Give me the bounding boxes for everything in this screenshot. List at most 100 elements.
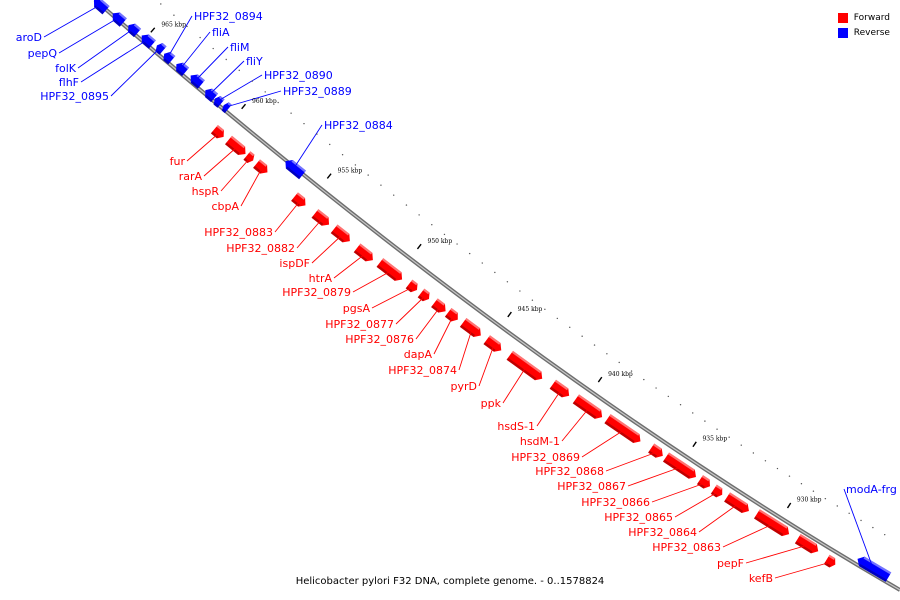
gene-label-hsdM-1[interactable]: hsdM-1 (520, 435, 560, 448)
gene-block-HPF32_0869[interactable] (604, 414, 643, 446)
gene-leader-HPF32_0895 (110, 47, 161, 97)
gene-label-HPF32_0884[interactable]: HPF32_0884 (324, 119, 393, 132)
gene-label-kefB[interactable]: kefB (749, 572, 773, 585)
gene-label-HPF32_0869[interactable]: HPF32_0869 (511, 451, 580, 464)
gene-label-ppk[interactable]: ppk (481, 397, 502, 410)
minor-tick (405, 204, 408, 206)
gene-label-HPF32_0876[interactable]: HPF32_0876 (345, 333, 414, 346)
gene-label-fliM[interactable]: fliM (230, 41, 249, 54)
minor-tick (655, 387, 657, 389)
gene-block-rarA[interactable] (225, 135, 249, 158)
gene-block-fliM[interactable] (187, 71, 205, 89)
gene-block-hsdM-1[interactable] (572, 394, 606, 421)
gene-block-ppk[interactable] (506, 350, 546, 383)
gene-label-HPF32_0867[interactable]: HPF32_0867 (557, 480, 626, 493)
gene-leader-HPF32_0879 (352, 270, 392, 293)
gene-leader-pyrD (478, 344, 495, 387)
gene-block-fliY[interactable] (202, 86, 219, 103)
legend-forward-label: Forward (853, 12, 890, 23)
gene-label-HPF32_0868[interactable]: HPF32_0868 (535, 465, 604, 478)
gene-block-hsdS-1[interactable] (549, 379, 573, 401)
gene-block-HPF32_0874[interactable] (459, 318, 484, 340)
gene-label-fliA[interactable]: fliA (212, 26, 230, 39)
gene-block-flhF[interactable] (138, 31, 156, 49)
gene-label-HPF32_0874[interactable]: HPF32_0874 (388, 364, 457, 377)
minor-tick (393, 194, 395, 196)
gene-leader-HPF32_0868 (605, 451, 658, 472)
gene-block-hspR[interactable] (243, 151, 256, 165)
gene-block-HPF32_0867[interactable] (662, 452, 699, 481)
gene-block-folK[interactable] (125, 21, 142, 38)
gene-label-HPF32_0864[interactable]: HPF32_0864 (628, 526, 697, 539)
gene-label-HPF32_0882[interactable]: HPF32_0882 (226, 242, 295, 255)
gene-block-HPF32_0877[interactable] (417, 288, 433, 304)
gene-leader-HPF32_0876 (415, 306, 441, 340)
gene-label-HPF32_0894[interactable]: HPF32_0894 (194, 10, 263, 23)
gene-block-pepQ[interactable] (109, 9, 127, 27)
gene-label-HPF32_0889[interactable]: HPF32_0889 (283, 85, 352, 98)
gene-leader-rarA (203, 146, 238, 177)
gene-leader-HPF32_0877 (395, 295, 426, 325)
gene-leader-pgsA (371, 286, 414, 309)
gene-block-HPF32_0882[interactable] (311, 209, 333, 229)
minor-tick (643, 378, 645, 381)
gene-label-fliY[interactable]: fliY (246, 55, 263, 68)
gene-leader-fliY (209, 60, 245, 95)
tick-label-1: 960 kbp (252, 98, 277, 105)
gene-label-cbpA[interactable]: cbpA (211, 200, 239, 213)
gene-label-pyrD[interactable]: pyrD (451, 380, 478, 393)
gene-block-pepF[interactable] (794, 534, 821, 556)
gene-label-pepF[interactable]: pepF (717, 557, 744, 570)
gene-block-HPF32_0883[interactable] (291, 192, 309, 209)
gene-label-HPF32_0863[interactable]: HPF32_0863 (652, 541, 721, 554)
tick-mark-7 (786, 502, 792, 509)
gene-label-modA-frg[interactable]: modA-frg (846, 483, 897, 496)
gene-block-kefB[interactable] (823, 554, 838, 570)
minor-tick (618, 361, 620, 364)
gene-block-fur[interactable] (210, 124, 227, 141)
gene-label-flhF[interactable]: flhF (59, 76, 79, 89)
gene-block-htrA[interactable] (353, 243, 377, 265)
gene-label-folK[interactable]: folK (55, 62, 77, 75)
gene-label-hspR[interactable]: hspR (192, 185, 220, 198)
minor-tick (812, 490, 815, 492)
gene-label-HPF32_0890[interactable]: HPF32_0890 (264, 69, 333, 82)
gene-block-aroD[interactable] (90, 0, 110, 15)
gene-leader-fliA (180, 31, 211, 69)
gene-label-HPF32_0895[interactable]: HPF32_0895 (40, 90, 109, 103)
gene-label-fur[interactable]: fur (170, 155, 186, 168)
gene-label-dapA[interactable]: dapA (404, 348, 433, 361)
minor-tick (788, 475, 791, 477)
tick-label-0: 965 kbp (161, 22, 186, 29)
gene-block-HPF32_0879[interactable] (376, 258, 406, 284)
gene-label-hsdS-1[interactable]: hsdS-1 (497, 420, 535, 433)
minor-tick (752, 452, 755, 454)
gene-label-ispDF[interactable]: ispDF (279, 257, 310, 270)
gene-label-htrA[interactable]: htrA (309, 272, 333, 285)
gene-leader-hspR (220, 157, 251, 192)
gene-leader-HPF32_0865 (674, 491, 719, 518)
minor-tick (519, 290, 521, 292)
gene-label-HPF32_0883[interactable]: HPF32_0883 (204, 226, 273, 239)
gene-block-HPF32_0864[interactable] (724, 492, 752, 515)
gene-label-rarA[interactable]: rarA (179, 170, 203, 183)
gene-label-HPF32_0879[interactable]: HPF32_0879 (282, 286, 351, 299)
minor-tick (692, 412, 694, 414)
minor-tick (225, 58, 227, 61)
gene-block-HPF32_0866[interactable] (696, 475, 713, 491)
gene-leader-folK (77, 28, 134, 69)
gene-block-ispDF[interactable] (330, 224, 354, 245)
minor-tick (581, 335, 583, 337)
gene-label-HPF32_0865[interactable]: HPF32_0865 (604, 511, 673, 524)
gene-block-HPF32_0884[interactable] (282, 157, 307, 180)
gene-label-HPF32_0877[interactable]: HPF32_0877 (325, 318, 394, 331)
gene-label-HPF32_0866[interactable]: HPF32_0866 (581, 496, 650, 509)
gene-leader-aroD (43, 4, 101, 38)
minor-tick (679, 404, 682, 406)
gene-leader-HPF32_0883 (274, 200, 301, 233)
gene-label-aroD[interactable]: aroD (16, 31, 42, 44)
gene-label-pgsA[interactable]: pgsA (343, 302, 371, 315)
gene-label-pepQ[interactable]: pepQ (28, 47, 58, 60)
minor-tick (544, 308, 546, 311)
gene-leader-HPF32_0874 (458, 328, 473, 371)
